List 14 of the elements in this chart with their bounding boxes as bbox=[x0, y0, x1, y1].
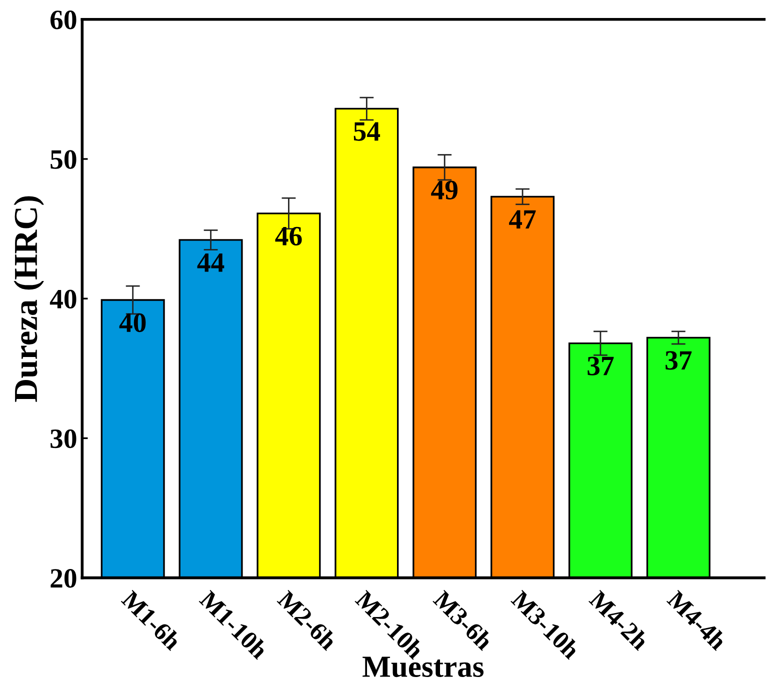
data-label: 37 bbox=[588, 356, 614, 376]
y-tick-label: 40 bbox=[50, 290, 76, 309]
y-tick-label: 50 bbox=[50, 150, 76, 169]
data-label: 44 bbox=[197, 254, 224, 272]
y-tick-label: 20 bbox=[50, 568, 76, 588]
y-tick-label: 30 bbox=[50, 429, 76, 448]
y-axis-title: Dureza (HRC) bbox=[14, 196, 44, 402]
data-label: 54 bbox=[354, 122, 380, 141]
y-tick-label: 60 bbox=[50, 10, 76, 30]
data-label: 46 bbox=[275, 226, 302, 246]
data-label: 49 bbox=[431, 180, 458, 200]
data-label: 47 bbox=[509, 210, 536, 229]
data-label: 37 bbox=[666, 351, 692, 370]
data-label: 40 bbox=[119, 313, 146, 332]
